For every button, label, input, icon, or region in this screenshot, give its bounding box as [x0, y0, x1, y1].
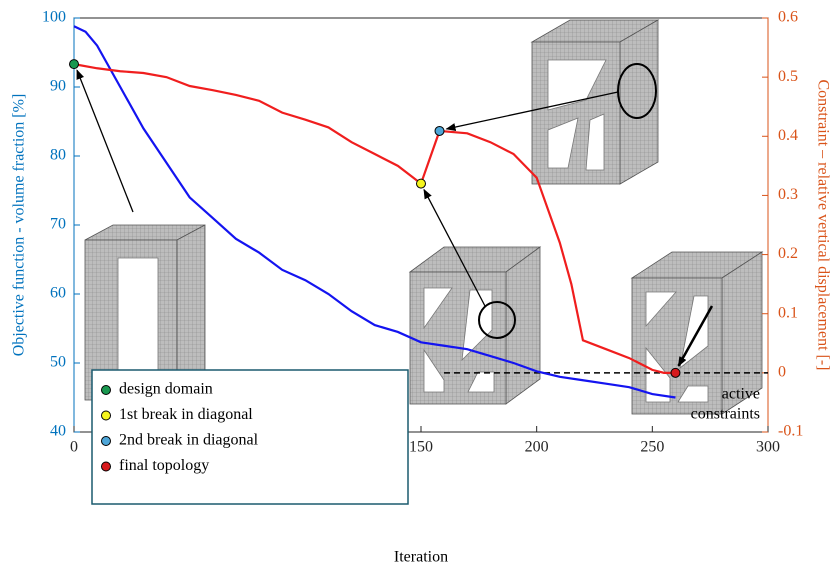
- legend-symbol: [102, 462, 111, 471]
- y2-tick-label: 0.1: [778, 304, 798, 321]
- y-tick-label: 80: [50, 147, 66, 164]
- y2-tick-label: 0: [778, 364, 786, 381]
- box-side: [506, 247, 540, 404]
- legend-label: design domain: [119, 381, 213, 398]
- y-tick-label: 60: [50, 285, 66, 302]
- y-tick-label: 50: [50, 354, 66, 371]
- y-tick-label: 70: [50, 216, 66, 233]
- y-axis-label: Objective function - volume fraction [%]: [11, 94, 28, 357]
- x-tick-label: 300: [756, 439, 780, 456]
- legend-symbol: [102, 411, 111, 420]
- legend-label: final topology: [119, 457, 209, 474]
- box-side: [620, 20, 658, 184]
- y-tick-label: 90: [50, 78, 66, 95]
- chart: Iteration Objective function - volume fr…: [0, 0, 839, 571]
- key-point: [435, 126, 444, 135]
- y-tick-label: 40: [50, 423, 66, 440]
- y2-tick-label: 0.6: [778, 9, 798, 26]
- x-tick-label: 150: [409, 439, 433, 456]
- box-front: [632, 278, 722, 414]
- annotation: constraints: [691, 406, 760, 423]
- y2-tick-label: 0.3: [778, 186, 798, 203]
- legend-label: 2nd break in diagonal: [119, 432, 259, 449]
- y2-tick-label: 0.2: [778, 245, 798, 262]
- legend-symbol: [102, 437, 111, 446]
- x-tick-label: 0: [70, 439, 78, 456]
- key-point: [417, 179, 426, 188]
- y2-axis-label: Constraint – relative vertical displacem…: [814, 80, 831, 371]
- annotation: active: [722, 386, 760, 403]
- box-hole: [118, 258, 158, 386]
- legend-symbol: [102, 386, 111, 395]
- x-tick-label: 200: [525, 439, 549, 456]
- y-tick-label: 100: [42, 9, 66, 26]
- x-tick-label: 250: [640, 439, 664, 456]
- y2-tick-label: 0.4: [778, 127, 798, 144]
- y2-tick-label: 0.5: [778, 68, 798, 85]
- y2-tick-label: -0.1: [778, 423, 803, 440]
- legend-label: 1st break in diagonal: [119, 406, 253, 423]
- key-point: [671, 368, 680, 377]
- x-axis-label: Iteration: [394, 549, 448, 566]
- key-point: [70, 60, 79, 69]
